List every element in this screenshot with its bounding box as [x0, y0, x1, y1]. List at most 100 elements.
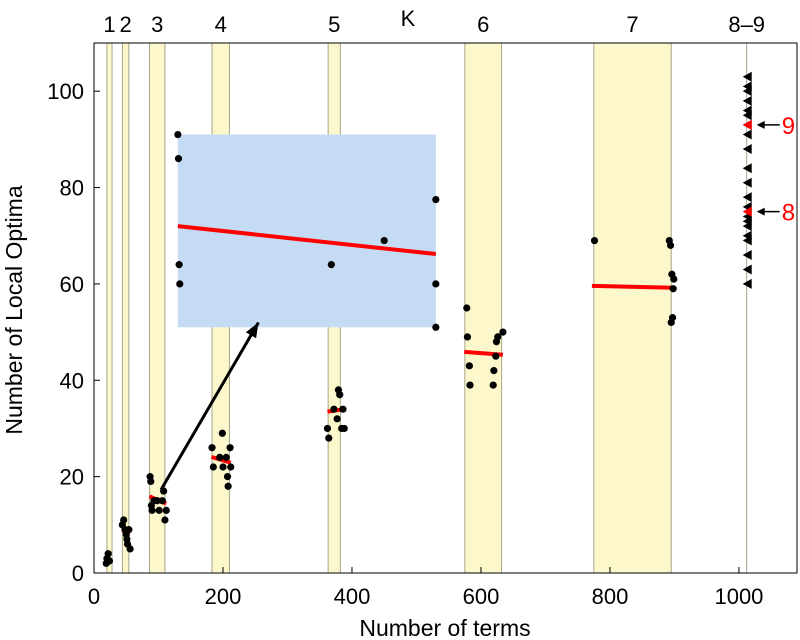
- regression-line: [591, 283, 674, 290]
- triangle-marker: [742, 95, 752, 106]
- x-tick-label: 400: [334, 584, 371, 609]
- inset-point: [432, 280, 440, 288]
- data-point: [490, 367, 498, 375]
- k-band-7: [593, 42, 672, 574]
- inset-point: [174, 130, 182, 139]
- inset-point: [174, 155, 183, 163]
- axes: [93, 42, 798, 574]
- data-point: [162, 506, 170, 514]
- pointer-arrow-9: [756, 120, 765, 129]
- triangle-marker: [742, 221, 752, 232]
- data-point: [120, 516, 128, 524]
- data-point: [125, 526, 133, 534]
- inset-point: [432, 195, 440, 204]
- data-point: [669, 285, 677, 293]
- data-point: [226, 444, 234, 452]
- data-point: [126, 545, 134, 553]
- data-point: [227, 463, 235, 471]
- k-band-6: [464, 42, 503, 574]
- data-point: [465, 362, 473, 370]
- y-axis-label: Number of Local Optima: [1, 185, 27, 434]
- triangle-marker: [742, 163, 752, 174]
- k-band-1: [106, 42, 113, 574]
- y-tick-label: 100: [47, 79, 84, 104]
- data-point: [160, 487, 168, 495]
- data-point: [218, 429, 226, 437]
- data-point: [208, 444, 216, 452]
- x-axis-label: Number of terms: [359, 615, 530, 640]
- data-point: [492, 352, 500, 360]
- k-labels: 1 2 3 4 5 6 7 8–9: [103, 12, 765, 37]
- data-point: [466, 381, 474, 389]
- triangle-marker: [742, 192, 752, 203]
- inset-point: [327, 261, 335, 269]
- tick-labels: 0 200 400 600 800 1000 0 20 40 60 80 100: [47, 79, 763, 609]
- inset-point: [176, 280, 184, 288]
- x-tick-label: 0: [88, 584, 100, 609]
- data-point: [219, 463, 227, 471]
- inset-point: [380, 236, 388, 245]
- highlight-label-8: 8: [782, 200, 795, 227]
- k-label: 8–9: [728, 12, 765, 37]
- highlight-label-9: 9: [782, 113, 795, 140]
- data-point: [336, 391, 344, 399]
- k-label: 4: [215, 12, 227, 37]
- k-label: 2: [119, 12, 131, 37]
- data-point: [333, 415, 341, 423]
- data-point: [323, 424, 332, 433]
- data-point: [667, 318, 675, 327]
- inset-zoom: [159, 130, 440, 491]
- triangle-marker: [742, 235, 752, 246]
- data-point: [147, 477, 155, 486]
- y-tick-label: 60: [60, 272, 84, 297]
- data-point: [148, 506, 156, 514]
- highlighted-triangle-8: [742, 206, 752, 217]
- data-point: [463, 304, 471, 312]
- data-point: [209, 463, 217, 471]
- pointer-arrow-8: [756, 207, 765, 216]
- k-label: 1: [103, 12, 115, 37]
- data-point: [224, 482, 232, 490]
- zoom-arrow-head: [245, 322, 259, 339]
- data-point: [339, 405, 347, 413]
- triangle-marker: [742, 86, 752, 97]
- data-point: [340, 424, 348, 433]
- data-point: [330, 405, 338, 413]
- data-point: [104, 550, 112, 558]
- data-point: [489, 381, 497, 389]
- k-label: 6: [477, 12, 489, 37]
- data-point: [222, 453, 230, 461]
- k-label: 5: [328, 12, 340, 37]
- x-tick-label: 600: [463, 584, 500, 609]
- plot-frame: [93, 42, 798, 574]
- zoom-arrow: [159, 321, 260, 491]
- data-point: [161, 516, 169, 524]
- inset-point: [175, 261, 183, 269]
- triangle-marker: [742, 129, 752, 140]
- data-point: [666, 241, 675, 249]
- k-band-2: [121, 42, 130, 574]
- data-point: [499, 328, 507, 336]
- triangle-marker: [742, 144, 752, 154]
- k-label: 7: [626, 12, 638, 37]
- k-label: 3: [151, 12, 163, 37]
- data-point: [158, 497, 166, 505]
- triangle-marker: [742, 250, 752, 260]
- y-tick-label: 80: [60, 176, 84, 201]
- top-axis-label: K: [401, 6, 416, 31]
- triangle-marker: [742, 110, 752, 121]
- data-points-layer: [102, 236, 678, 567]
- inset-point: [432, 323, 440, 331]
- data-point: [463, 333, 472, 341]
- data-point: [590, 236, 599, 245]
- data-point: [223, 473, 232, 481]
- data-point: [153, 497, 161, 505]
- y-tick-label: 0: [72, 561, 84, 586]
- inset-regression-line: [177, 224, 437, 257]
- x-tick-label: 200: [205, 584, 242, 609]
- data-point: [670, 275, 678, 283]
- data-point: [105, 557, 114, 565]
- triangle-marker: [742, 177, 752, 188]
- x-tick-label: 1000: [714, 584, 763, 609]
